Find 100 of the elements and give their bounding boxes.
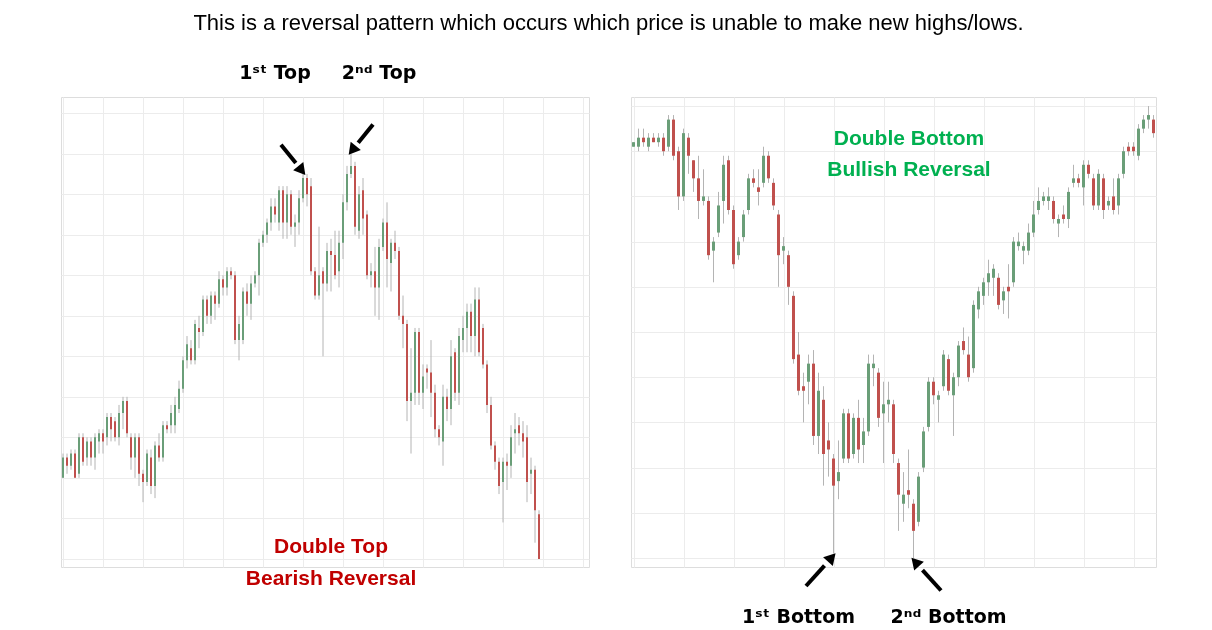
candlestick <box>687 132 690 175</box>
candlestick <box>370 262 372 288</box>
candlestick <box>194 319 196 365</box>
candlestick <box>178 380 180 414</box>
candlestick <box>506 453 508 491</box>
candlestick <box>82 432 84 467</box>
candlestick <box>1082 159 1085 206</box>
candlestick <box>937 390 940 423</box>
candlestick <box>1002 286 1005 315</box>
candlestick <box>86 436 88 467</box>
candlestick <box>418 327 420 406</box>
candlestick <box>158 432 160 463</box>
candlestick <box>434 384 436 438</box>
candlestick <box>992 263 995 297</box>
candlestick <box>1087 159 1090 179</box>
candlestick <box>214 290 216 321</box>
candlestick <box>238 315 240 361</box>
candlestick <box>862 417 865 464</box>
candlestick <box>230 266 232 280</box>
candlestick <box>342 193 344 260</box>
candlestick <box>282 185 284 240</box>
candlestick <box>122 396 124 430</box>
text: 1ˢᵗ Top <box>239 60 311 83</box>
candlestick <box>637 128 640 152</box>
candlestick <box>190 339 192 365</box>
candlestick <box>466 303 468 353</box>
candlestick <box>430 339 432 418</box>
candlestick <box>458 327 460 406</box>
candlestick <box>226 266 228 297</box>
candlestick <box>66 453 68 475</box>
candlestick <box>534 465 536 544</box>
candlestick <box>1037 186 1040 215</box>
candlestick <box>186 335 188 369</box>
candlestick <box>94 432 96 471</box>
candlestick <box>294 214 296 248</box>
candlestick <box>982 277 985 306</box>
candlestick <box>502 457 504 523</box>
candlestick <box>470 303 472 353</box>
annotation: Double Bottom <box>833 126 985 149</box>
candlestick <box>258 238 260 297</box>
candlestick <box>907 449 910 509</box>
candlestick <box>530 457 532 495</box>
candlestick <box>290 189 292 236</box>
candlestick <box>414 327 416 406</box>
candlestick <box>902 471 905 523</box>
text: 2ⁿᵈ Bottom <box>890 604 1007 627</box>
candlestick <box>106 412 108 446</box>
candlestick <box>286 185 288 240</box>
candlestick <box>338 230 340 288</box>
candlestick <box>402 295 404 349</box>
candlestick <box>692 159 695 193</box>
candlestick <box>142 469 144 503</box>
candlestick <box>126 396 128 438</box>
candlestick <box>454 347 456 402</box>
candlestick <box>522 420 524 459</box>
candlestick <box>302 173 304 203</box>
candlestick <box>1052 195 1055 225</box>
candlestick <box>647 132 650 152</box>
candlestick <box>326 242 328 292</box>
text: 2ⁿᵈ Top <box>341 60 417 83</box>
candlestick <box>486 359 488 414</box>
candlestick <box>298 189 300 236</box>
candlestick <box>366 209 368 280</box>
candlestick <box>354 161 356 236</box>
candlestick <box>478 286 480 357</box>
candlestick <box>752 168 755 188</box>
candlestick <box>977 286 980 319</box>
candlestick <box>98 428 100 455</box>
candlestick <box>446 388 448 422</box>
candlestick <box>210 290 212 325</box>
candlestick <box>702 168 705 206</box>
annotation: Double Top <box>274 534 388 557</box>
candlestick <box>118 404 120 446</box>
candlestick <box>350 153 352 179</box>
candlestick <box>182 355 184 394</box>
candlestick <box>952 372 955 437</box>
candlestick <box>494 440 496 471</box>
candlestick <box>394 230 396 260</box>
candlestick <box>474 286 476 357</box>
candlestick <box>967 336 970 383</box>
candlestick <box>767 150 770 184</box>
candlestick <box>782 236 785 265</box>
candlestick <box>90 436 92 467</box>
candlestick <box>382 218 384 252</box>
candlestick <box>362 177 364 236</box>
candlestick <box>374 246 376 317</box>
candlestick <box>330 238 332 292</box>
candlestick <box>406 319 408 422</box>
text: 1ˢᵗ Bottom <box>742 604 855 627</box>
candlestick <box>742 209 745 243</box>
candlestick <box>987 259 990 297</box>
candlestick <box>174 396 176 434</box>
candlestick <box>166 420 168 434</box>
candlestick <box>1057 214 1060 238</box>
text: Bearish Reversal <box>245 566 417 589</box>
candlestick <box>398 246 400 321</box>
candlestick <box>772 177 775 211</box>
candlestick <box>450 339 452 426</box>
candlestick <box>234 270 236 345</box>
candlestick <box>314 266 316 301</box>
